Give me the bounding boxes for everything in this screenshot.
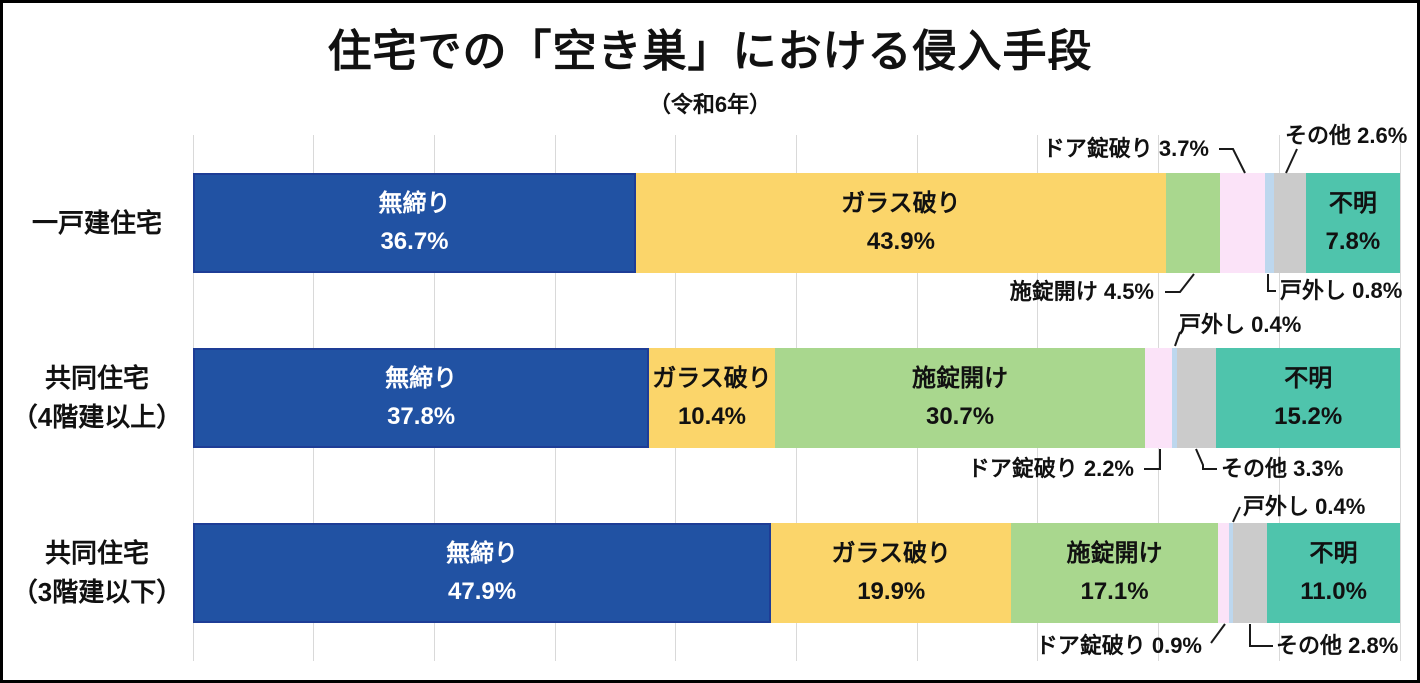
bar-row-3: 無締り 47.9% ガラス破り 19.9% 施錠開け 17.1% 不明 11.0% bbox=[193, 523, 1400, 623]
segment-unknown: 不明 11.0% bbox=[1267, 523, 1400, 623]
segment-name-label: 無締り bbox=[385, 365, 458, 392]
callout-door-lock-breaking-row1: ドア錠破り 3.7% bbox=[1042, 136, 1209, 161]
segment-door-removal bbox=[1171, 348, 1177, 448]
category-label-line: 一戸建住宅 bbox=[31, 207, 162, 238]
category-label-row2: 共同住宅 （4階建以上） bbox=[9, 348, 185, 448]
leader-line-other-row2 bbox=[1195, 448, 1217, 470]
leader-line-door-removal-row1 bbox=[1267, 274, 1276, 292]
segment-name-label: 不明 bbox=[1309, 540, 1358, 567]
segment-value-label: 19.9% bbox=[857, 578, 926, 605]
category-label-line: 共同住宅 bbox=[44, 538, 149, 569]
segment-name-label: 無締り bbox=[446, 540, 519, 567]
segment-lock-opened: 施錠開け 30.7% bbox=[774, 348, 1146, 448]
segment-value-label: 36.7% bbox=[380, 228, 449, 255]
segment-name-label: 不明 bbox=[1328, 190, 1377, 217]
segment-unknown: 不明 7.8% bbox=[1305, 173, 1400, 273]
category-label-line: （4階建以上） bbox=[11, 402, 183, 432]
segment-unknown: 不明 15.2% bbox=[1216, 348, 1400, 448]
segment-other bbox=[1274, 173, 1306, 273]
callout-door-lock-breaking-row2: ドア錠破り 2.2% bbox=[967, 456, 1134, 481]
leader-line-door-removal-row3 bbox=[1232, 506, 1241, 523]
segment-name-label: 施錠開け bbox=[1066, 540, 1163, 567]
bar-row-1: 無締り 36.7% ガラス破り 43.9% 不明 7.8% bbox=[193, 173, 1400, 273]
segment-glass-breaking: ガラス破り 19.9% bbox=[771, 523, 1012, 623]
segment-value-label: 11.0% bbox=[1300, 578, 1367, 605]
segment-name-label: 無締り bbox=[378, 190, 451, 217]
segment-other bbox=[1176, 348, 1217, 448]
segment-lock-opened: 施錠開け 17.1% bbox=[1011, 523, 1218, 623]
segment-door-lock-breaking bbox=[1217, 523, 1229, 623]
segment-lock-opened bbox=[1165, 173, 1221, 273]
chart-title: 住宅での「空き巣」における侵入手段 bbox=[327, 27, 1093, 76]
segment-door-removal bbox=[1264, 173, 1275, 273]
callout-door-removal-row1: 戸外し 0.8% bbox=[1280, 278, 1403, 303]
segment-door-removal bbox=[1228, 523, 1234, 623]
callout-door-lock-breaking-row3: ドア錠破り 0.9% bbox=[1035, 633, 1202, 658]
callout-door-removal-row2: 戸外し 0.4% bbox=[1179, 312, 1302, 337]
bar-row-2: 無締り 37.8% ガラス破り 10.4% 施錠開け 30.7% 不明 15.2% bbox=[193, 348, 1400, 448]
segment-door-lock-breaking bbox=[1220, 173, 1265, 273]
segment-glass-breaking: ガラス破り 43.9% bbox=[635, 173, 1166, 273]
segment-unlocked: 無締り 47.9% bbox=[193, 523, 772, 623]
segment-value-label: 10.4% bbox=[677, 403, 747, 430]
chart-subtitle: （令和6年） bbox=[648, 92, 772, 117]
callout-door-removal-row3: 戸外し 0.4% bbox=[1243, 494, 1366, 519]
callout-lock-opened-row1: 施錠開け 4.5% bbox=[1009, 279, 1154, 304]
segment-value-label: 37.8% bbox=[387, 403, 456, 430]
segment-value-label: 30.7% bbox=[925, 403, 995, 430]
gridline-100pct bbox=[1399, 135, 1401, 661]
segment-name-label: ガラス破り bbox=[652, 365, 772, 392]
segment-unlocked: 無締り 36.7% bbox=[193, 173, 636, 273]
segment-unlocked: 無締り 37.8% bbox=[193, 348, 650, 448]
segment-door-lock-breaking bbox=[1145, 348, 1172, 448]
segment-name-label: ガラス破り bbox=[831, 540, 951, 567]
segment-name-label: ガラス破り bbox=[841, 190, 961, 217]
segment-value-label: 15.2% bbox=[1274, 403, 1343, 430]
callout-other-row2: その他 3.3% bbox=[1221, 456, 1344, 481]
leader-line-other-row1 bbox=[1285, 148, 1298, 174]
segment-value-label: 47.9% bbox=[448, 578, 517, 605]
segment-glass-breaking: ガラス破り 10.4% bbox=[649, 348, 775, 448]
segment-value-label: 17.1% bbox=[1080, 578, 1149, 605]
segment-name-label: 不明 bbox=[1284, 365, 1333, 392]
category-label-row3: 共同住宅 （3階建以下） bbox=[9, 523, 185, 623]
leader-line-lock-opened-row1 bbox=[1165, 273, 1195, 293]
category-label-line: （3階建以下） bbox=[11, 577, 183, 607]
leader-line-door-lock-breaking-row1 bbox=[1219, 148, 1246, 174]
callout-other-row1: その他 2.6% bbox=[1285, 123, 1408, 148]
category-label-line: 共同住宅 bbox=[44, 363, 149, 394]
callout-other-row3: その他 2.8% bbox=[1276, 633, 1399, 658]
segment-name-label: 施錠開け bbox=[912, 365, 1009, 392]
segment-value-label: 7.8% bbox=[1325, 228, 1381, 255]
category-label-row1: 一戸建住宅 bbox=[9, 173, 185, 273]
leader-line-door-lock-breaking-row3 bbox=[1210, 623, 1226, 644]
leader-line-other-row3 bbox=[1249, 624, 1273, 647]
segment-value-label: 43.9% bbox=[866, 228, 935, 255]
segment-other bbox=[1233, 523, 1268, 623]
